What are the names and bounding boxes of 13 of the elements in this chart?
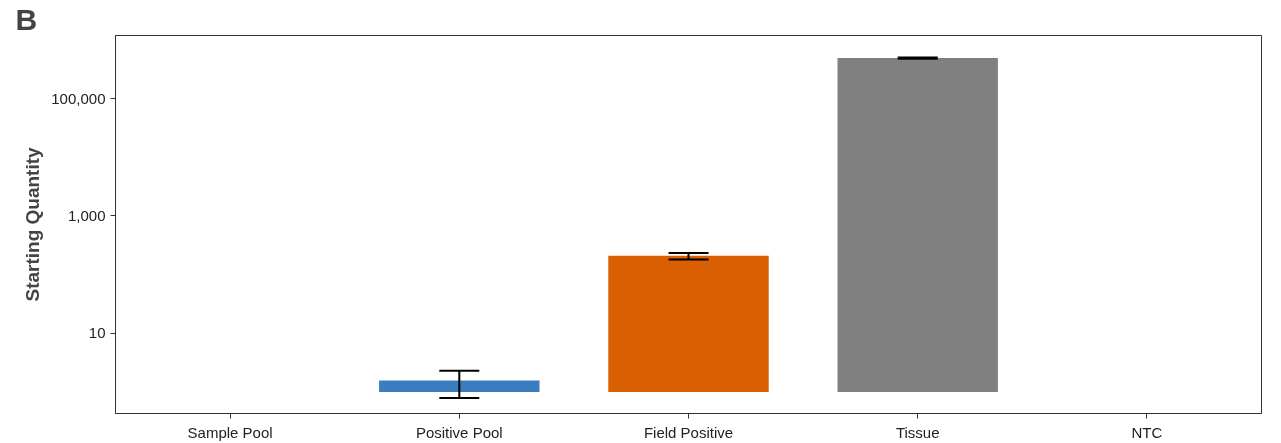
bar <box>379 380 540 392</box>
text: B <box>15 2 38 36</box>
x-tick-label: Positive Pool <box>415 423 503 441</box>
bar <box>837 58 998 392</box>
bar <box>608 255 769 392</box>
y-tick-label: 100,000 <box>51 89 106 107</box>
y-tick-label: 1,000 <box>67 206 106 224</box>
y-tick-label: 10 <box>88 324 106 342</box>
x-tick-label: Sample Pool <box>187 423 273 441</box>
y-axis-title: Starting Quantity <box>22 147 44 302</box>
x-tick-label: NTC <box>1131 423 1163 441</box>
x-tick-label: Field Positive <box>643 423 734 441</box>
x-tick-label: Tissue <box>895 423 940 441</box>
